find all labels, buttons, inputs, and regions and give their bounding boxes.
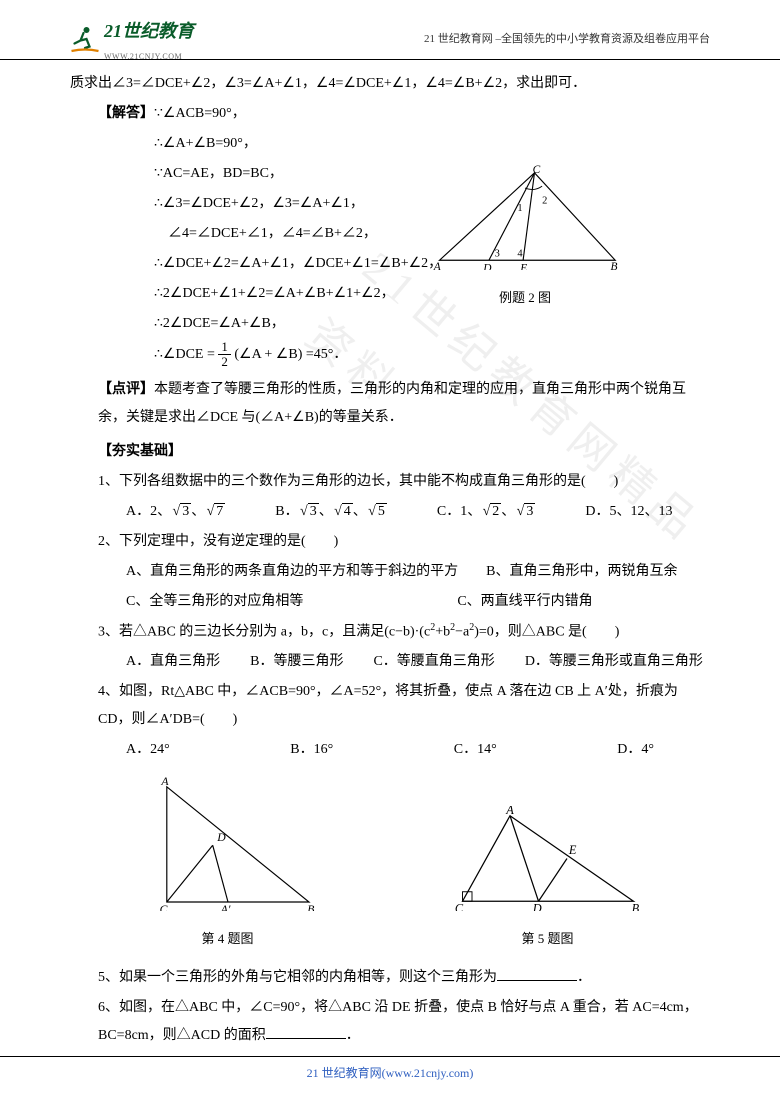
page-header: 21世纪教育 WWW.21CNJY.COM 21 世纪教育网 –全国领先的中小学…: [0, 18, 780, 60]
solution-final: ∴∠DCE = 12 (∠A + ∠B) =45°．: [70, 340, 710, 370]
comment-text: 本题考查了等腰三角形的性质，三角形的内角和定理的应用，直角三角形中两个锐角互余，…: [98, 382, 686, 425]
svg-text:4: 4: [517, 248, 523, 259]
q2-row1: A、直角三角形的两条直角边的平方和等于斜边的平方 B、直角三角形中，两锐角互余: [70, 558, 710, 586]
svg-text:C: C: [159, 903, 167, 911]
svg-text:D: D: [216, 831, 226, 844]
q2-optC: C、全等三角形的对应角相等: [126, 594, 303, 609]
q3-optB: B．等腰三角形: [250, 648, 343, 676]
q2-row2: C、全等三角形的对应角相等 C、两直线平行内错角: [70, 588, 710, 616]
q1-optC: C．1、2、3: [437, 498, 536, 526]
q2-stem: 2、下列定理中，没有逆定理的是( ): [70, 528, 710, 556]
q4-optC: C．14°: [454, 736, 497, 764]
q4-optB: B．16°: [290, 736, 333, 764]
q6-stem: 6、如图，在△ABC 中，∠C=90°，将△ABC 沿 DE 折叠，使点 B 恰…: [70, 994, 710, 1050]
q4-optA: A．24°: [126, 736, 170, 764]
section-label: 【夯实基础】: [70, 438, 710, 466]
fig5-svg: A C B D E: [453, 806, 643, 911]
svg-text:B: B: [611, 261, 618, 270]
q5-blank: [497, 967, 577, 981]
figure-5: A C B D E 第 5 题图: [453, 806, 643, 952]
solution-line-7: ∴2∠DCE=∠A+∠B，: [70, 310, 710, 338]
svg-text:A: A: [160, 776, 169, 788]
q5-stem: 5、如果一个三角形的外角与它相邻的内角相等，则这个三角形为．: [70, 964, 710, 992]
page-footer: 21 世纪教育网(www.21cnjy.com): [0, 1056, 780, 1085]
solution-final-suffix: (∠A + ∠B) =45°．: [234, 347, 347, 362]
fig4-svg: A C B A′ D: [138, 776, 318, 911]
comment-label: 【点评】: [98, 382, 154, 397]
logo-sub-text: WWW.21CNJY.COM: [104, 49, 194, 65]
svg-text:B: B: [631, 902, 639, 911]
q1-optA: A．2、3、7: [126, 498, 225, 526]
example-figure: A B C D E 1 2 3 4 例题 2 图: [430, 165, 620, 311]
solution-line-0: ∵∠ACB=90°，: [154, 106, 246, 121]
svg-text:D: D: [482, 263, 492, 270]
q2-optA: A、直角三角形的两条直角边的平方和等于斜边的平方: [126, 564, 458, 579]
svg-text:E: E: [519, 263, 527, 270]
svg-text:2: 2: [542, 195, 547, 206]
svg-text:B: B: [307, 903, 314, 911]
q1-stem: 1、下列各组数据中的三个数作为三角形的边长，其中能不构成直角三角形的是( ): [70, 468, 710, 496]
q1-options: A．2、3、7 B．3、4、5 C．1、2、3 D．5、12、13: [70, 498, 710, 526]
comment-block: 【点评】本题考查了等腰三角形的性质，三角形的内角和定理的应用，直角三角形中两个锐…: [70, 376, 710, 432]
svg-text:D: D: [531, 902, 541, 911]
q4-options: A．24° B．16° C．14° D．4°: [70, 736, 710, 764]
q3-optC: C．等腰直角三角形: [373, 648, 494, 676]
q3-optA: A．直角三角形: [126, 648, 220, 676]
svg-text:C: C: [533, 165, 541, 176]
figure-4: A C B A′ D 第 4 题图: [138, 776, 318, 952]
solution-line-1: ∴∠A+∠B=90°，: [70, 130, 710, 158]
q3-stem: 3、若△ABC 的三边长分别为 a，b，c，且满足(c−b)·(c2+b2−a2…: [70, 618, 710, 647]
svg-text:A′: A′: [219, 903, 230, 911]
frac-num: 1: [218, 340, 231, 355]
header-tagline: 21 世纪教育网 –全国领先的中小学教育资源及组卷应用平台: [424, 28, 710, 50]
q2-optB: B、直角三角形中，两锐角互余: [486, 564, 677, 579]
fraction-half: 12: [218, 340, 231, 370]
frac-den: 2: [218, 355, 231, 369]
solution-block: 【解答】∵∠ACB=90°，: [70, 100, 710, 128]
q3-options: A．直角三角形 B．等腰三角形 C．等腰直角三角形 D．等腰三角形或直角三角形: [70, 648, 710, 676]
solution-final-prefix: ∴∠DCE =: [154, 347, 215, 362]
intro-line: 质求出∠3=∠DCE+∠2，∠3=∠A+∠1，∠4=∠DCE+∠1，∠4=∠B+…: [70, 70, 710, 98]
solution-label: 【解答】: [98, 106, 154, 121]
q1-optB: B．3、4、5: [275, 498, 387, 526]
svg-text:1: 1: [517, 203, 522, 214]
q2-optD: C、两直线平行内错角: [457, 594, 592, 609]
q4-stem: 4、如图，Rt△ABC 中，∠ACB=90°，∠A=52°，将其折叠，使点 A …: [70, 678, 710, 734]
logo-runner-icon: [70, 24, 100, 54]
q6-blank: [266, 1025, 346, 1039]
svg-text:C: C: [454, 902, 463, 911]
example-caption: 例题 2 图: [430, 285, 620, 311]
svg-text:3: 3: [495, 248, 500, 259]
figure-row: A C B A′ D 第 4 题图 A C B D E 第 5 题图: [70, 776, 710, 952]
logo: 21世纪教育 WWW.21CNJY.COM: [70, 13, 194, 65]
page-content: 质求出∠3=∠DCE+∠2，∠3=∠A+∠1，∠4=∠DCE+∠1，∠4=∠B+…: [70, 70, 710, 1050]
q1-optD: D．5、12、13: [585, 498, 672, 526]
svg-text:A: A: [433, 261, 441, 270]
example-triangle-svg: A B C D E 1 2 3 4: [430, 165, 620, 270]
svg-text:E: E: [567, 843, 576, 857]
q4-optD: D．4°: [617, 736, 654, 764]
q3-optD: D．等腰三角形或直角三角形: [525, 648, 703, 676]
fig4-caption: 第 4 题图: [138, 926, 318, 952]
logo-main-text: 21世纪教育: [104, 13, 194, 49]
fig5-caption: 第 5 题图: [453, 926, 643, 952]
svg-text:A: A: [505, 806, 514, 817]
